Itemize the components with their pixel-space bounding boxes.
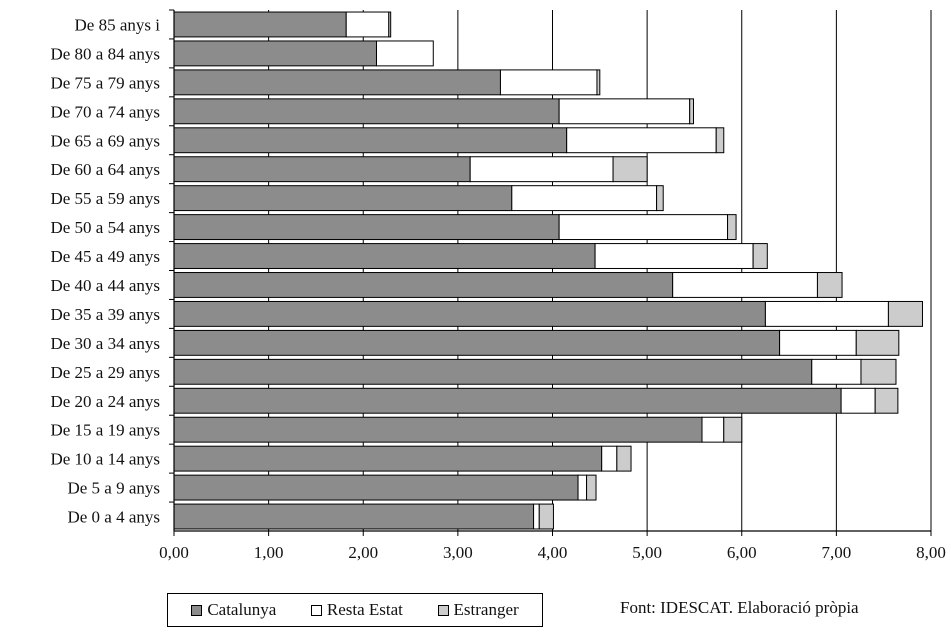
- x-tick-label: 7,00: [822, 543, 852, 562]
- category-label: De 85 anys i: [75, 15, 161, 34]
- bar-segment-resta-estat: [840, 387, 876, 414]
- category-label: De 50 a 54 anys: [50, 218, 160, 237]
- bar-segment-estranger: [616, 445, 632, 472]
- category-label: De 35 a 39 anys: [50, 305, 160, 324]
- category-label: De 0 a 4 anys: [67, 508, 160, 527]
- bar-segment-resta-estat: [469, 156, 614, 183]
- bar-segment-estranger: [752, 243, 768, 269]
- source-note: Font: IDESCAT. Elaboració pròpia: [620, 598, 859, 617]
- legend-item-catalunya: Catalunya: [191, 600, 276, 620]
- bar-segment-resta-estat: [566, 127, 717, 154]
- x-tick-label: 8,00: [916, 543, 946, 562]
- bar-segment-resta-estat: [601, 445, 618, 472]
- bar-segment-resta-estat: [558, 98, 691, 125]
- legend-swatch-resta-estat: [310, 604, 322, 616]
- legend-item-resta-estat: Resta Estat: [310, 600, 403, 620]
- bar-segment-resta-estat: [779, 329, 857, 356]
- legend-swatch-catalunya: [191, 604, 203, 616]
- legend-label-catalunya: Catalunya: [207, 600, 277, 619]
- category-label: De 40 a 44 anys: [50, 276, 160, 295]
- bar-segment-estranger: [689, 98, 694, 125]
- bar-segment-resta-estat: [511, 185, 658, 212]
- bar-segment-catalunya: [173, 127, 568, 154]
- category-label: De 75 a 79 anys: [50, 73, 160, 92]
- bar-segment-estranger: [723, 416, 743, 443]
- bar-segment-estranger: [388, 11, 392, 38]
- category-label: De 60 a 64 anys: [50, 160, 160, 179]
- bar-segment-estranger: [887, 300, 923, 327]
- legend-swatch-estranger: [437, 604, 449, 616]
- bar-segment-catalunya: [173, 387, 842, 414]
- bar-segment-catalunya: [173, 156, 471, 183]
- x-tick-label: 0,00: [159, 543, 189, 562]
- bar-segment-catalunya: [173, 272, 674, 298]
- bar-segment-catalunya: [173, 445, 603, 472]
- bar-segment-resta-estat: [375, 40, 434, 67]
- bar-segment-estranger: [715, 127, 725, 154]
- x-tick-label: 3,00: [443, 543, 473, 562]
- category-label: De 70 a 74 anys: [50, 102, 160, 121]
- bar-segment-catalunya: [173, 11, 347, 38]
- chart-legend: Catalunya Resta Estat Estranger: [167, 593, 543, 627]
- bar-segment-catalunya: [173, 243, 596, 269]
- bar-segment-catalunya: [173, 358, 813, 385]
- bar-segment-estranger: [586, 474, 597, 501]
- bar-segment-catalunya: [173, 69, 501, 96]
- bar-segment-catalunya: [173, 416, 703, 443]
- x-tick-labels: 0,00 1,00 2,00 3,00 4,00 5,00 6,00 7,00 8,00: [159, 543, 946, 562]
- bar-segment-catalunya: [173, 329, 781, 356]
- category-labels: De 85 anys i De 80 a 84 anys De 75 a 79 an…: [50, 15, 160, 526]
- bar-segment-resta-estat: [764, 300, 889, 327]
- category-label: De 15 a 19 anys: [50, 421, 160, 440]
- category-label: De 80 a 84 anys: [50, 44, 160, 63]
- bar-segment-catalunya: [173, 300, 766, 327]
- bar-segment-estranger: [596, 69, 601, 96]
- legend-label-resta-estat: Resta Estat: [326, 600, 403, 619]
- x-tick-label: 1,00: [254, 543, 284, 562]
- bar-segment-resta-estat: [594, 243, 754, 269]
- bar-segment-estranger: [855, 329, 900, 356]
- category-label: De 30 a 34 anys: [50, 334, 160, 353]
- bar-segment-resta-estat: [499, 69, 598, 96]
- axes: [169, 9, 932, 536]
- bar-segment-catalunya: [173, 185, 513, 212]
- category-label: De 65 a 69 anys: [50, 131, 160, 150]
- bar-segment-estranger: [538, 503, 554, 530]
- category-label: De 20 a 24 anys: [50, 392, 160, 411]
- bar-segment-estranger: [656, 185, 664, 212]
- bar-segment-estranger: [874, 387, 899, 414]
- bar-segment-catalunya: [173, 40, 377, 67]
- category-label: De 55 a 59 anys: [50, 189, 160, 208]
- bar-segment-catalunya: [173, 98, 560, 125]
- category-label: De 45 a 49 anys: [50, 247, 160, 266]
- x-tick-label: 5,00: [632, 543, 662, 562]
- bar-segment-estranger: [727, 214, 737, 241]
- x-tick-label: 2,00: [348, 543, 378, 562]
- x-tick-label: 6,00: [727, 543, 757, 562]
- bar-segment-catalunya: [173, 503, 535, 530]
- category-label: De 25 a 29 anys: [50, 363, 160, 382]
- bar-segment-catalunya: [173, 214, 560, 241]
- bar-segment-resta-estat: [577, 474, 588, 501]
- bar-segment-resta-estat: [558, 214, 729, 241]
- legend-item-estranger: Estranger: [437, 600, 519, 620]
- x-tick-label: 4,00: [538, 543, 568, 562]
- bar-segment-estranger: [612, 156, 648, 183]
- legend-label-estranger: Estranger: [453, 600, 519, 619]
- bar-segment-resta-estat: [672, 272, 818, 298]
- gridlines: [268, 10, 932, 531]
- bar-segment-resta-estat: [533, 503, 540, 530]
- bar-segment-resta-estat: [811, 358, 862, 385]
- bar-segment-estranger: [816, 272, 843, 298]
- bar-segment-catalunya: [173, 474, 579, 501]
- bar-segment-estranger: [860, 358, 897, 385]
- bar-segment-resta-estat: [701, 416, 725, 443]
- bar-segment-resta-estat: [345, 11, 390, 38]
- category-label: De 5 a 9 anys: [67, 479, 160, 498]
- bars: [173, 11, 923, 530]
- category-label: De 10 a 14 anys: [50, 450, 160, 469]
